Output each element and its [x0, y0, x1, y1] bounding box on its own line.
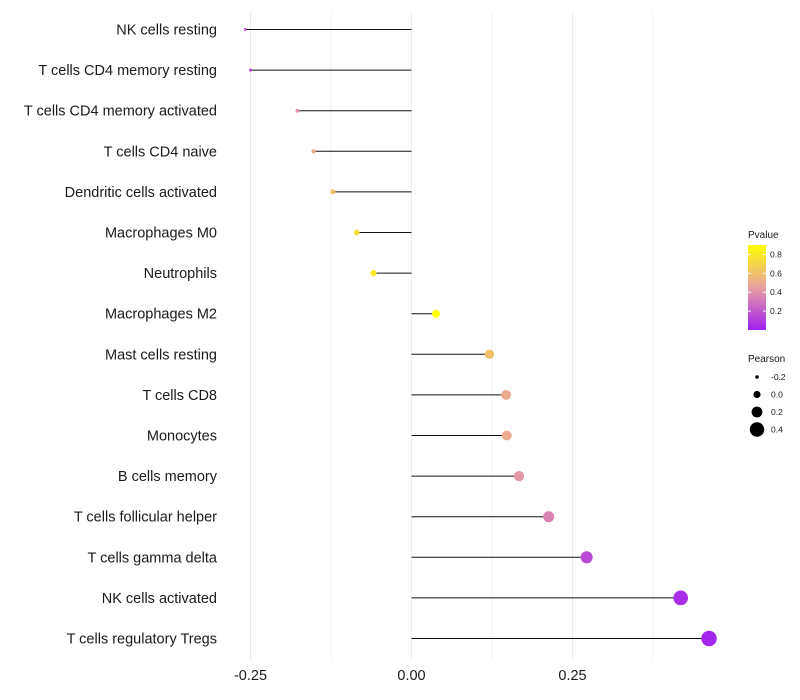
point — [432, 309, 440, 318]
y-tick-label: Monocytes — [147, 429, 217, 445]
point — [543, 511, 555, 523]
pvalue-legend-title: Pvalue — [748, 230, 779, 241]
point — [513, 470, 525, 482]
colorbar-tick-label: 0.4 — [770, 287, 782, 297]
size-legend-label: -0.2 — [771, 372, 786, 382]
size-legend-label: 0.4 — [771, 425, 783, 435]
x-tick-label: -0.25 — [234, 668, 267, 684]
colorbar-tick-label: 0.2 — [770, 306, 782, 316]
size-legend-label: 0.0 — [771, 390, 783, 400]
y-axis-labels: NK cells resting T cells CD4 memory resti… — [24, 23, 218, 648]
y-tick-label: Mast cells resting — [105, 347, 217, 363]
points — [243, 28, 717, 647]
y-tick-label: T cells CD4 memory resting — [38, 63, 217, 79]
stems — [245, 29, 710, 639]
pearson-legend: Pearson -0.2 0.0 0.2 0.4 — [748, 354, 786, 437]
size-legend-dot — [751, 406, 763, 418]
size-legend-dot — [755, 375, 759, 379]
y-tick-label: Dendritic cells activated — [65, 185, 217, 201]
point — [370, 270, 377, 277]
y-tick-label: Macrophages M0 — [105, 226, 217, 242]
x-tick-label: 0.00 — [397, 668, 425, 684]
point — [701, 630, 717, 647]
x-tick-label: 0.25 — [558, 668, 586, 684]
y-tick-label: T cells CD4 naive — [104, 144, 217, 160]
y-tick-label: T cells follicular helper — [74, 510, 217, 526]
point — [673, 590, 689, 606]
y-tick-label: T cells regulatory Tregs — [67, 632, 217, 648]
point — [249, 68, 252, 72]
colorbar-tick-label: 0.8 — [770, 249, 782, 259]
point — [295, 108, 300, 113]
y-tick-label: Macrophages M2 — [105, 307, 217, 323]
y-tick-label: NK cells resting — [116, 23, 217, 39]
point — [501, 389, 512, 400]
size-legend-dot — [749, 422, 765, 437]
y-tick-label: T cells gamma delta — [88, 550, 218, 566]
grid-lines — [250, 12, 654, 660]
point — [580, 551, 593, 564]
point — [311, 149, 316, 154]
pearson-legend-title: Pearson — [748, 354, 785, 365]
point — [330, 189, 336, 195]
point — [484, 349, 495, 359]
colorbar-tick-label: 0.6 — [770, 268, 782, 278]
y-tick-label: B cells memory — [118, 469, 218, 485]
size-legend-label: 0.2 — [771, 407, 783, 417]
y-tick-label: Neutrophils — [144, 266, 217, 282]
y-tick-label: NK cells activated — [102, 591, 217, 607]
point — [501, 430, 512, 441]
pvalue-legend: Pvalue 0.8 0.6 0.4 0.2 — [748, 230, 782, 330]
pvalue-colorbar — [748, 245, 766, 330]
y-tick-label: T cells CD4 memory activated — [24, 104, 217, 120]
point — [243, 28, 247, 31]
size-legend-dot — [753, 390, 761, 399]
point — [353, 229, 360, 236]
y-tick-label: T cells CD8 — [142, 388, 217, 404]
x-axis-tick-labels: -0.25 0.00 0.25 — [234, 668, 587, 684]
